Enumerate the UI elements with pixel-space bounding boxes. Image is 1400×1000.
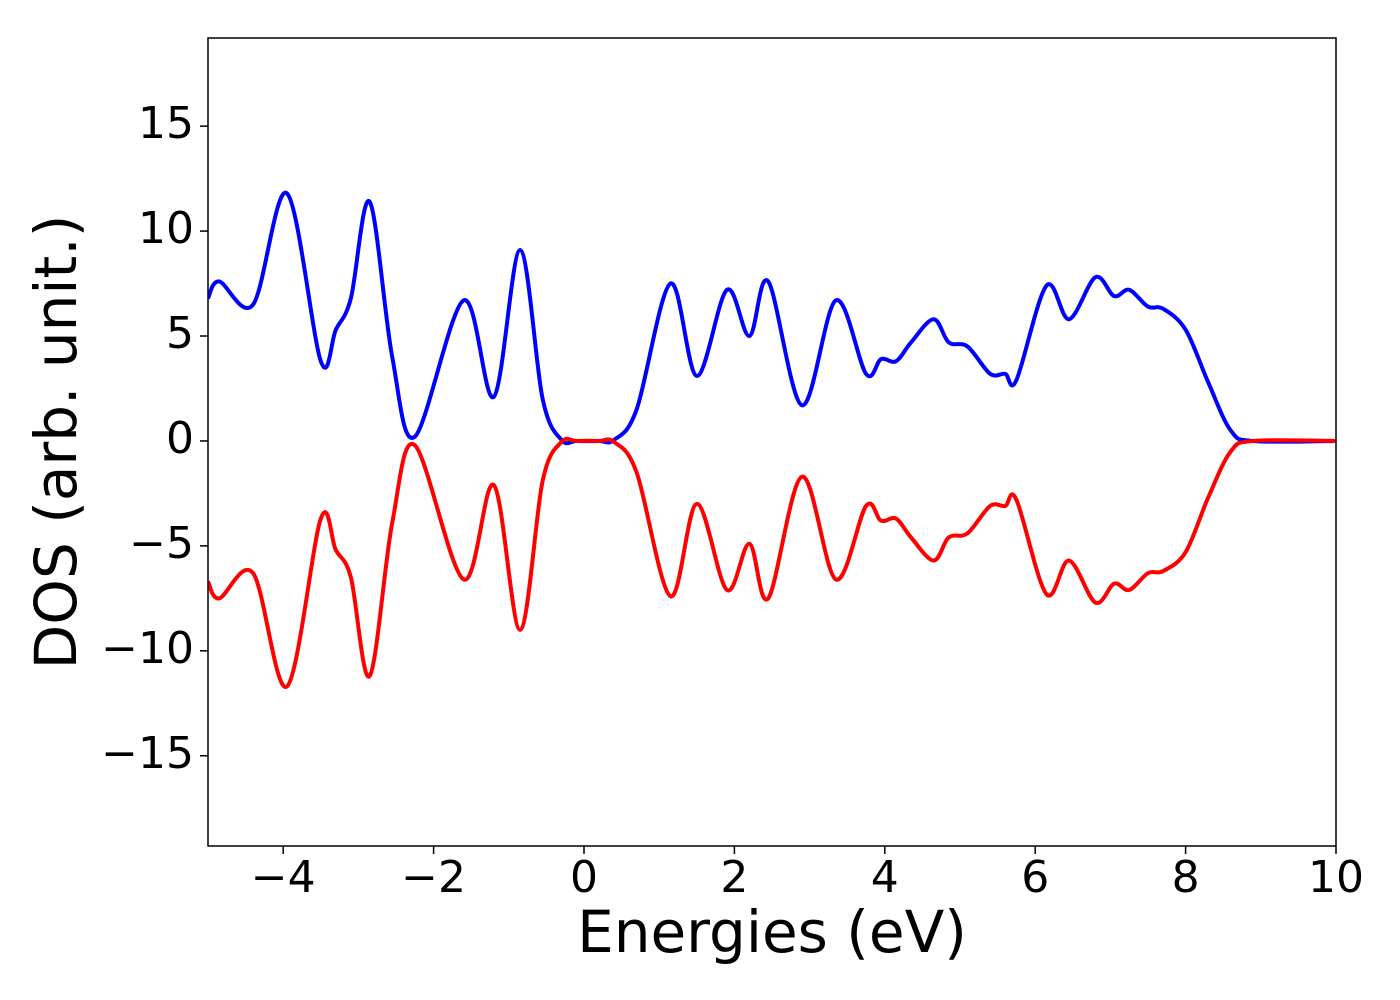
x-tick-label: 10 xyxy=(1308,852,1364,903)
x-tick-label: 6 xyxy=(1021,852,1049,903)
x-tick-label: 2 xyxy=(720,852,748,903)
data-line xyxy=(208,191,1336,446)
y-tick-label: −15 xyxy=(101,728,194,779)
plot-frame xyxy=(207,37,1337,847)
data-line xyxy=(208,436,1336,689)
y-tick-label: −10 xyxy=(101,623,194,674)
y-tick-label: 0 xyxy=(166,413,194,464)
y-tick-label: 15 xyxy=(138,98,194,149)
y-tick-label: −5 xyxy=(129,518,194,569)
x-tick-label: −2 xyxy=(401,852,466,903)
x-tick-label: 8 xyxy=(1172,852,1200,903)
y-axis-label: DOS (arb. unit.) xyxy=(22,215,90,670)
x-tick-label: −4 xyxy=(251,852,316,903)
x-axis-label: Energies (eV) xyxy=(577,898,967,966)
x-tick-label: 4 xyxy=(871,852,899,903)
y-tick-label: 5 xyxy=(166,308,194,359)
x-tick-label: 0 xyxy=(570,852,598,903)
y-tick-label: 10 xyxy=(138,203,194,254)
